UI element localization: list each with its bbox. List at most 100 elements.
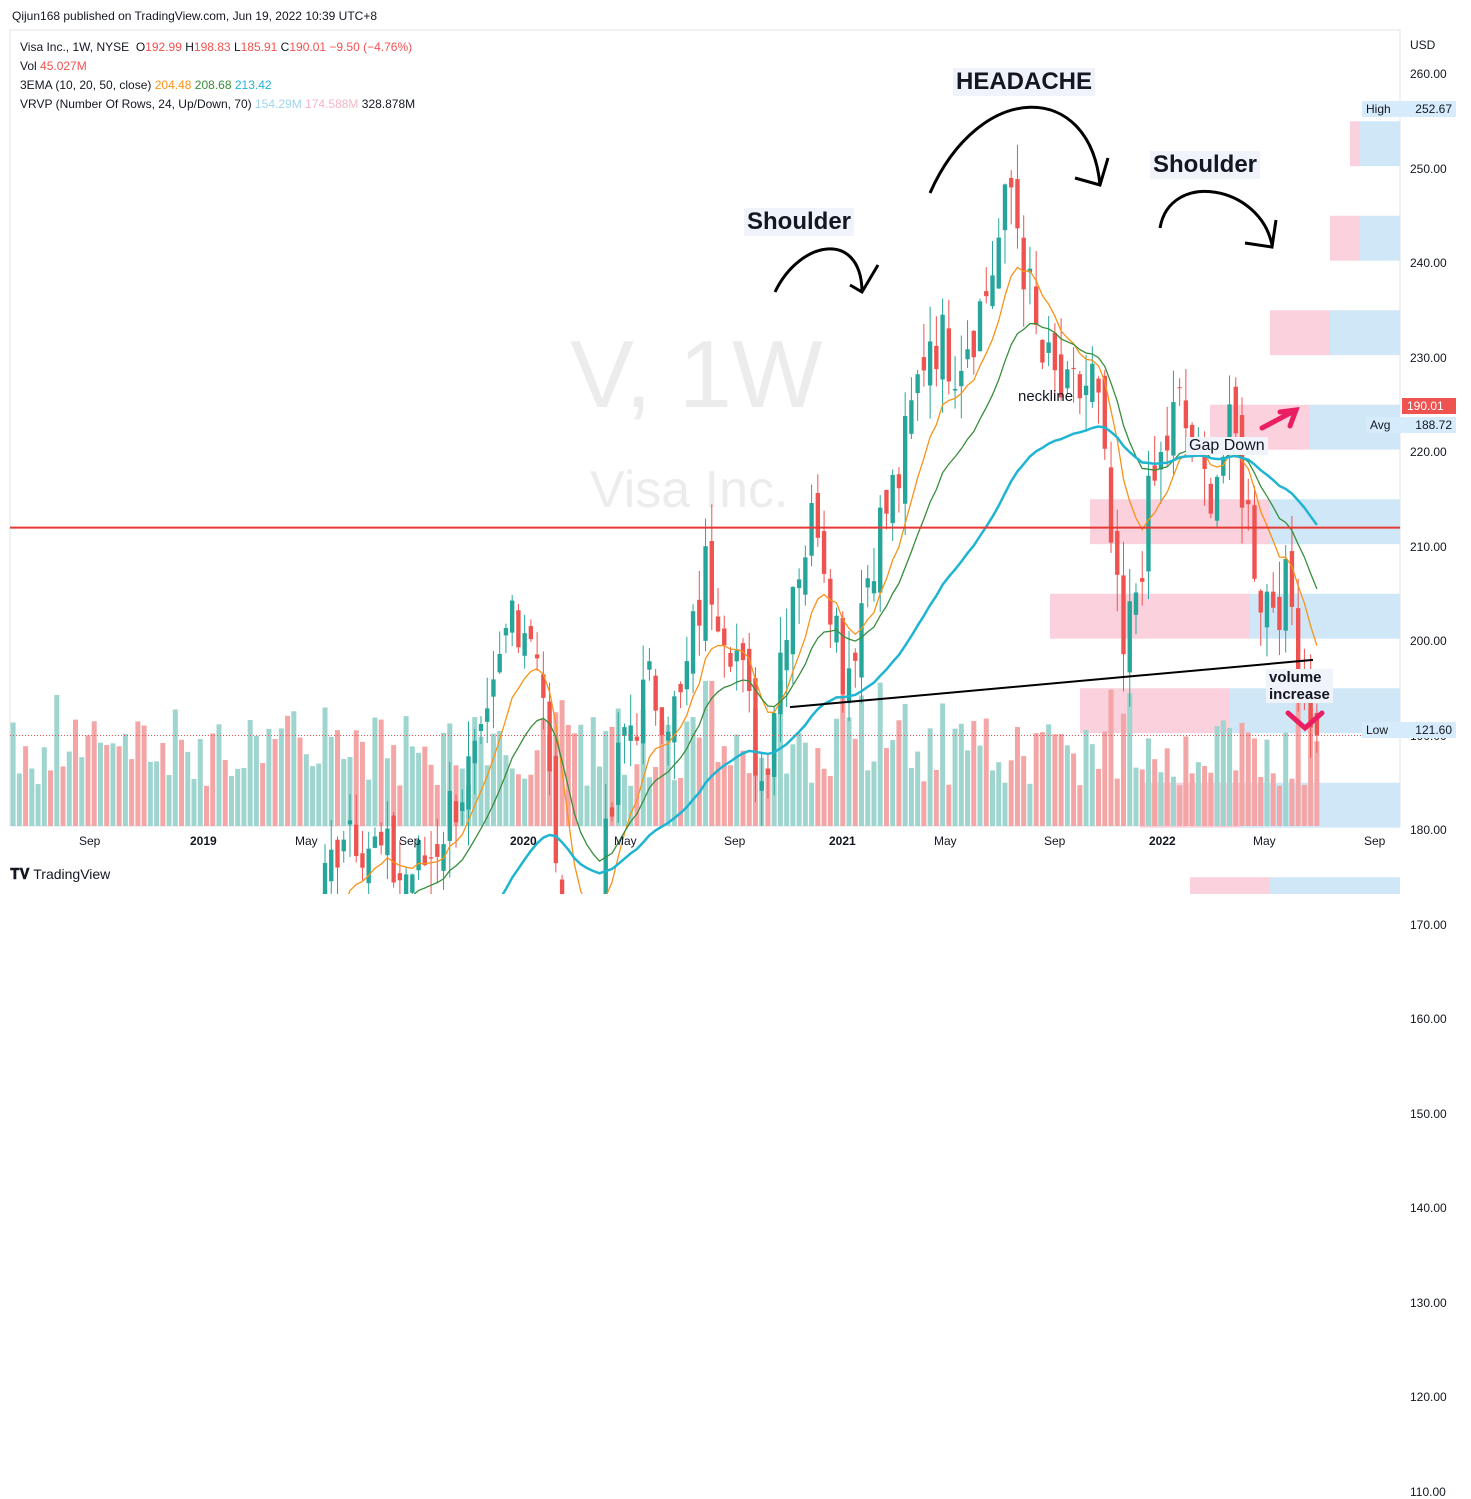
volume-bar: [291, 711, 297, 826]
candle-body: [1177, 387, 1182, 389]
volume-bar: [260, 763, 266, 826]
vrvp-down-bar: [1330, 215, 1360, 261]
volume-bar: [590, 717, 596, 826]
volume-bar: [1152, 759, 1158, 826]
volume-bar: [640, 709, 646, 826]
candle-body: [1227, 404, 1232, 454]
candle-body: [871, 581, 877, 594]
candle-body: [853, 652, 858, 661]
candle-body: [878, 507, 883, 593]
volume-bar: [1295, 702, 1301, 826]
candle-body: [553, 755, 559, 864]
volume-bar: [328, 736, 334, 826]
annotation-volume-increase[interactable]: volume increase: [1266, 669, 1333, 703]
candle-body: [541, 674, 546, 698]
vrvp-down-bar: [1350, 121, 1360, 167]
vrvp-down-bar: [1190, 877, 1270, 894]
volume-bar: [110, 743, 116, 826]
volume-bar: [528, 774, 534, 826]
volume-bar: [628, 785, 634, 826]
candle-body: [984, 291, 989, 297]
volume-bar: [572, 733, 578, 826]
volume-bar: [653, 767, 659, 826]
volume-bar: [1121, 713, 1126, 826]
volume-bar: [1220, 720, 1226, 826]
volume-bar: [1046, 724, 1052, 826]
candle-body: [485, 708, 490, 722]
volume-bar: [378, 719, 384, 826]
last-price-marker: 190.01: [1402, 398, 1456, 414]
candle-body: [959, 370, 964, 387]
volume-bar: [990, 770, 995, 826]
ema-lines: [347, 266, 1318, 894]
volume-bar: [73, 719, 78, 826]
candle-body: [472, 740, 477, 764]
volume-bar: [422, 746, 428, 826]
candle-body: [946, 328, 952, 382]
x-tick-label: 2021: [829, 834, 856, 848]
y-tick-label: 230.00: [1410, 350, 1447, 365]
volume-bar: [921, 781, 927, 826]
candle-body: [934, 345, 939, 370]
volume-bar: [721, 746, 727, 826]
candle-body: [1283, 559, 1288, 631]
candle-body: [846, 668, 852, 704]
volume-bar: [671, 780, 677, 826]
price-chart[interactable]: [0, 0, 1471, 894]
volume-bar: [247, 719, 253, 826]
vrvp-up-bar: [1270, 499, 1400, 545]
candle-body: [815, 492, 821, 538]
candles: [322, 144, 1320, 894]
candle-body: [784, 640, 789, 671]
vrvp-up-bar: [1270, 877, 1400, 894]
x-tick-label: 2020: [510, 834, 537, 848]
volume-bar: [659, 719, 665, 826]
volume-bar: [116, 746, 122, 826]
vrvp-up-bar: [1360, 121, 1400, 167]
annotation-gap-down[interactable]: Gap Down: [1186, 437, 1268, 455]
volume-bar: [23, 746, 29, 826]
candle-body: [1090, 363, 1095, 402]
volume-bar: [634, 764, 640, 826]
candle-body: [410, 874, 415, 893]
volume-bar: [883, 748, 889, 826]
candle-body: [403, 874, 409, 894]
candle-body: [1083, 385, 1089, 396]
candle-body: [1009, 178, 1014, 188]
volume-bar: [222, 760, 228, 826]
annotation-neckline[interactable]: neckline: [1018, 388, 1074, 405]
candle-body: [921, 357, 927, 371]
candle-body: [809, 503, 814, 556]
volume-bar: [746, 773, 752, 826]
candle-body: [1252, 505, 1257, 579]
volume-bar: [147, 761, 153, 826]
volume-bar: [1170, 776, 1176, 826]
volume-bar: [1139, 769, 1145, 826]
candle-body: [559, 879, 565, 894]
volume-bar: [241, 768, 247, 826]
volume-bar: [1058, 734, 1064, 826]
x-tick-label: May: [295, 834, 318, 848]
volume-bar: [1276, 785, 1282, 826]
candle-body: [522, 633, 527, 656]
candle-body: [890, 474, 895, 524]
volume-bar: [1195, 762, 1201, 826]
annotation-headache[interactable]: HEADACHE: [953, 68, 1096, 96]
tradingview-logo[interactable]: 𝐓𝐕 TradingView: [10, 866, 111, 883]
annotation-shoulder-right[interactable]: Shoulder: [1150, 151, 1261, 179]
candle-body: [1295, 608, 1301, 676]
volume-bar: [603, 731, 609, 826]
volume-bar: [915, 751, 921, 826]
volume-bar: [1239, 722, 1245, 826]
volume-bar: [397, 785, 403, 826]
head-arc: [928, 105, 1102, 194]
volume-bar: [1301, 784, 1307, 826]
volume-bar: [122, 733, 128, 826]
volume-bar: [204, 785, 209, 826]
volume-bar: [359, 741, 365, 826]
candle-body: [603, 818, 608, 894]
volume-bar: [684, 721, 690, 826]
left-shoulder-arc: [773, 247, 864, 293]
annotation-shoulder-left[interactable]: Shoulder: [744, 208, 855, 236]
y-tick-label: 160.00: [1410, 1012, 1447, 1026]
